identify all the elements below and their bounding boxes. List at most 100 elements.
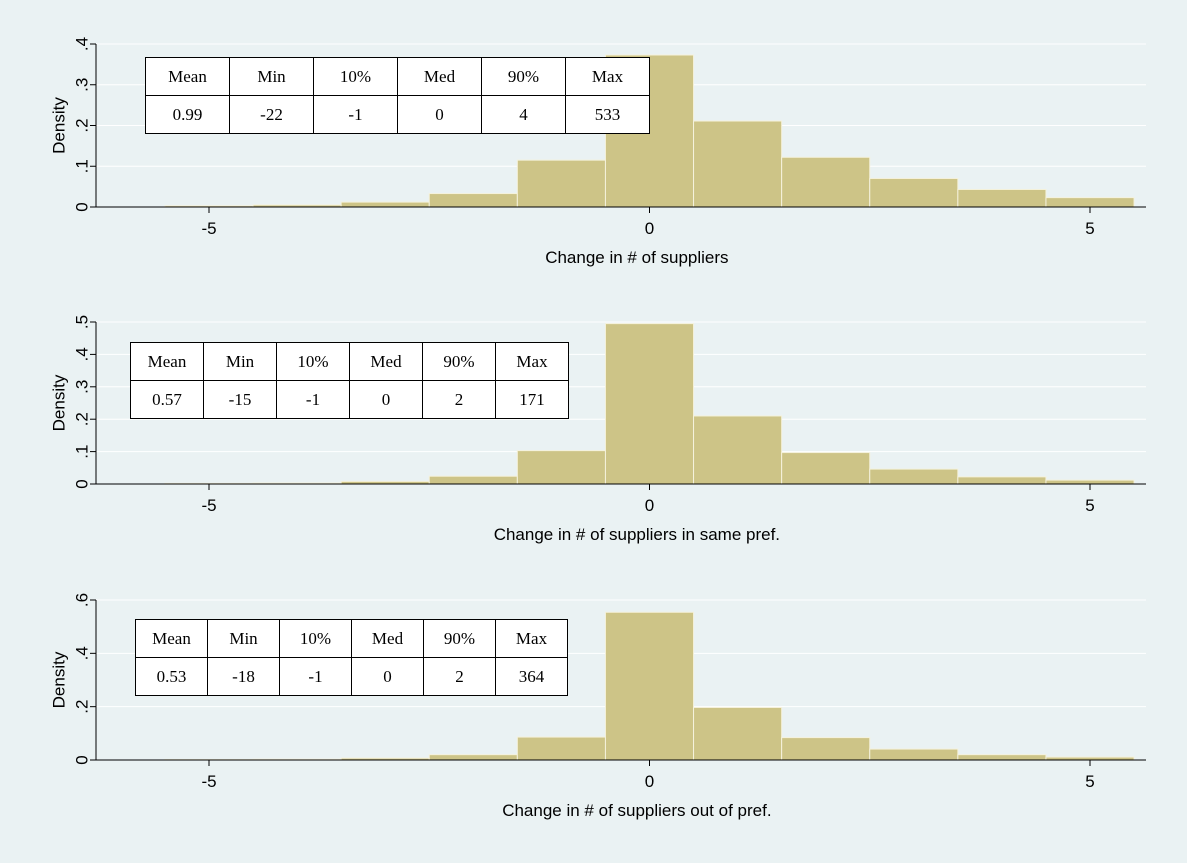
- histogram-bar: [428, 193, 518, 208]
- stats-value-cell: 364: [495, 657, 568, 696]
- histogram-bar: [604, 611, 695, 761]
- histogram-bar: [516, 450, 606, 485]
- x-axis-title: Change in # of suppliers in same pref.: [494, 525, 780, 544]
- x-tick-label: 5: [1085, 496, 1094, 515]
- x-tick-label: 0: [645, 496, 654, 515]
- stats-header-row: Mean Min 10% Med 90% Max: [145, 57, 650, 96]
- y-tick-label: 0: [72, 755, 91, 764]
- stats-header-cell: Min: [207, 619, 280, 658]
- y-tick-label: 0: [72, 202, 91, 211]
- histogram-bar: [781, 156, 871, 208]
- x-tick-label: -5: [201, 772, 216, 791]
- stats-header-cell: 10%: [313, 57, 398, 96]
- stats-header-cell: 90%: [422, 342, 496, 381]
- stats-header-cell: 90%: [423, 619, 496, 658]
- x-tick-label: -5: [201, 219, 216, 238]
- stats-value-cell: 0.57: [130, 380, 204, 419]
- stats-header-row: Mean Min 10% Med 90% Max: [130, 342, 569, 381]
- stats-header-cell: Mean: [145, 57, 230, 96]
- y-tick-label: .4: [72, 37, 91, 51]
- stats-value-row: 0.53 -18 -1 0 2 364: [135, 657, 568, 696]
- y-tick-label: .2: [72, 118, 91, 132]
- histogram-bar: [1045, 479, 1135, 485]
- stats-value-cell: 0: [351, 657, 424, 696]
- histogram-bar: [516, 159, 606, 208]
- histogram-bar: [1045, 197, 1135, 208]
- stats-header-cell: Max: [495, 342, 569, 381]
- histogram-bar: [516, 736, 606, 761]
- stats-header-cell: Min: [229, 57, 314, 96]
- stats-value-cell: 0.99: [145, 95, 230, 134]
- histogram-bar: [428, 754, 518, 761]
- stats-header-cell: Max: [565, 57, 650, 96]
- y-tick-label: 0: [72, 479, 91, 488]
- histogram-bar: [781, 737, 871, 761]
- stats-value-cell: -1: [279, 657, 352, 696]
- x-tick-label: 5: [1085, 219, 1094, 238]
- stats-value-cell: -1: [276, 380, 350, 419]
- y-tick-label: .2: [72, 700, 91, 714]
- y-tick-label: .5: [72, 315, 91, 329]
- y-axis-title: Density: [49, 651, 68, 708]
- histogram-bar: [957, 476, 1047, 485]
- stats-header-cell: Med: [397, 57, 482, 96]
- x-tick-label: 0: [645, 219, 654, 238]
- stats-value-cell: 0: [397, 95, 482, 134]
- stats-value-cell: 0: [349, 380, 423, 419]
- histogram-bar: [869, 748, 959, 761]
- y-tick-label: .4: [72, 347, 91, 361]
- stats-header-cell: Min: [203, 342, 277, 381]
- stats-header-row: Mean Min 10% Med 90% Max: [135, 619, 568, 658]
- stats-value-cell: -15: [203, 380, 277, 419]
- y-tick-label: .6: [72, 593, 91, 607]
- stats-header-cell: Mean: [130, 342, 204, 381]
- stats-value-row: 0.57 -15 -1 0 2 171: [130, 380, 569, 419]
- histogram-bar: [693, 120, 783, 208]
- stats-value-cell: 2: [423, 657, 496, 696]
- y-tick-label: .3: [72, 380, 91, 394]
- stats-header-cell: Med: [349, 342, 423, 381]
- stats-value-cell: 4: [481, 95, 566, 134]
- histogram-bar: [869, 177, 959, 208]
- y-axis-title: Density: [49, 374, 68, 431]
- histogram-panel-3: 0 .2 .4 .6 -5 0 5 Change in # of suppliers out …: [49, 593, 1146, 820]
- histogram-bar: [957, 754, 1047, 761]
- x-axis-title: Change in # of suppliers: [545, 248, 728, 267]
- x-axis-title: Change in # of suppliers out of pref.: [502, 801, 771, 820]
- stats-value-cell: 171: [495, 380, 569, 419]
- stats-value-cell: -1: [313, 95, 398, 134]
- y-tick-label: .1: [72, 445, 91, 459]
- y-tick-label: .3: [72, 78, 91, 92]
- histogram-bar: [869, 468, 959, 485]
- summary-stats-table: Mean Min 10% Med 90% Max 0.57 -15 -1 0 2 171: [130, 342, 569, 419]
- summary-stats-table: Mean Min 10% Med 90% Max 0.99 -22 -1 0 4 533: [145, 57, 650, 134]
- histogram-bar: [781, 452, 871, 485]
- stats-header-cell: Max: [495, 619, 568, 658]
- x-tick-label: 0: [645, 772, 654, 791]
- stats-header-cell: 10%: [276, 342, 350, 381]
- stats-value-cell: -18: [207, 657, 280, 696]
- histogram-bar: [428, 475, 518, 485]
- y-axis-title: Density: [49, 97, 68, 154]
- stats-header-cell: Mean: [135, 619, 208, 658]
- y-tick-label: .1: [72, 159, 91, 173]
- histogram-bar: [604, 323, 695, 485]
- y-tick-label: .4: [72, 646, 91, 660]
- stats-value-row: 0.99 -22 -1 0 4 533: [145, 95, 650, 134]
- stats-value-cell: 2: [422, 380, 496, 419]
- x-tick-label: 5: [1085, 772, 1094, 791]
- y-tick-label: .2: [72, 412, 91, 426]
- stats-value-cell: -22: [229, 95, 314, 134]
- stats-header-cell: 10%: [279, 619, 352, 658]
- stats-value-cell: 533: [565, 95, 650, 134]
- stats-header-cell: Med: [351, 619, 424, 658]
- stats-header-cell: 90%: [481, 57, 566, 96]
- stats-value-cell: 0.53: [135, 657, 208, 696]
- summary-stats-table: Mean Min 10% Med 90% Max 0.53 -18 -1 0 2 364: [135, 619, 568, 696]
- histogram-bar: [957, 188, 1047, 208]
- histogram-bar: [693, 415, 783, 485]
- histogram-bar: [693, 706, 783, 761]
- histogram-bar: [340, 201, 430, 208]
- x-tick-label: -5: [201, 496, 216, 515]
